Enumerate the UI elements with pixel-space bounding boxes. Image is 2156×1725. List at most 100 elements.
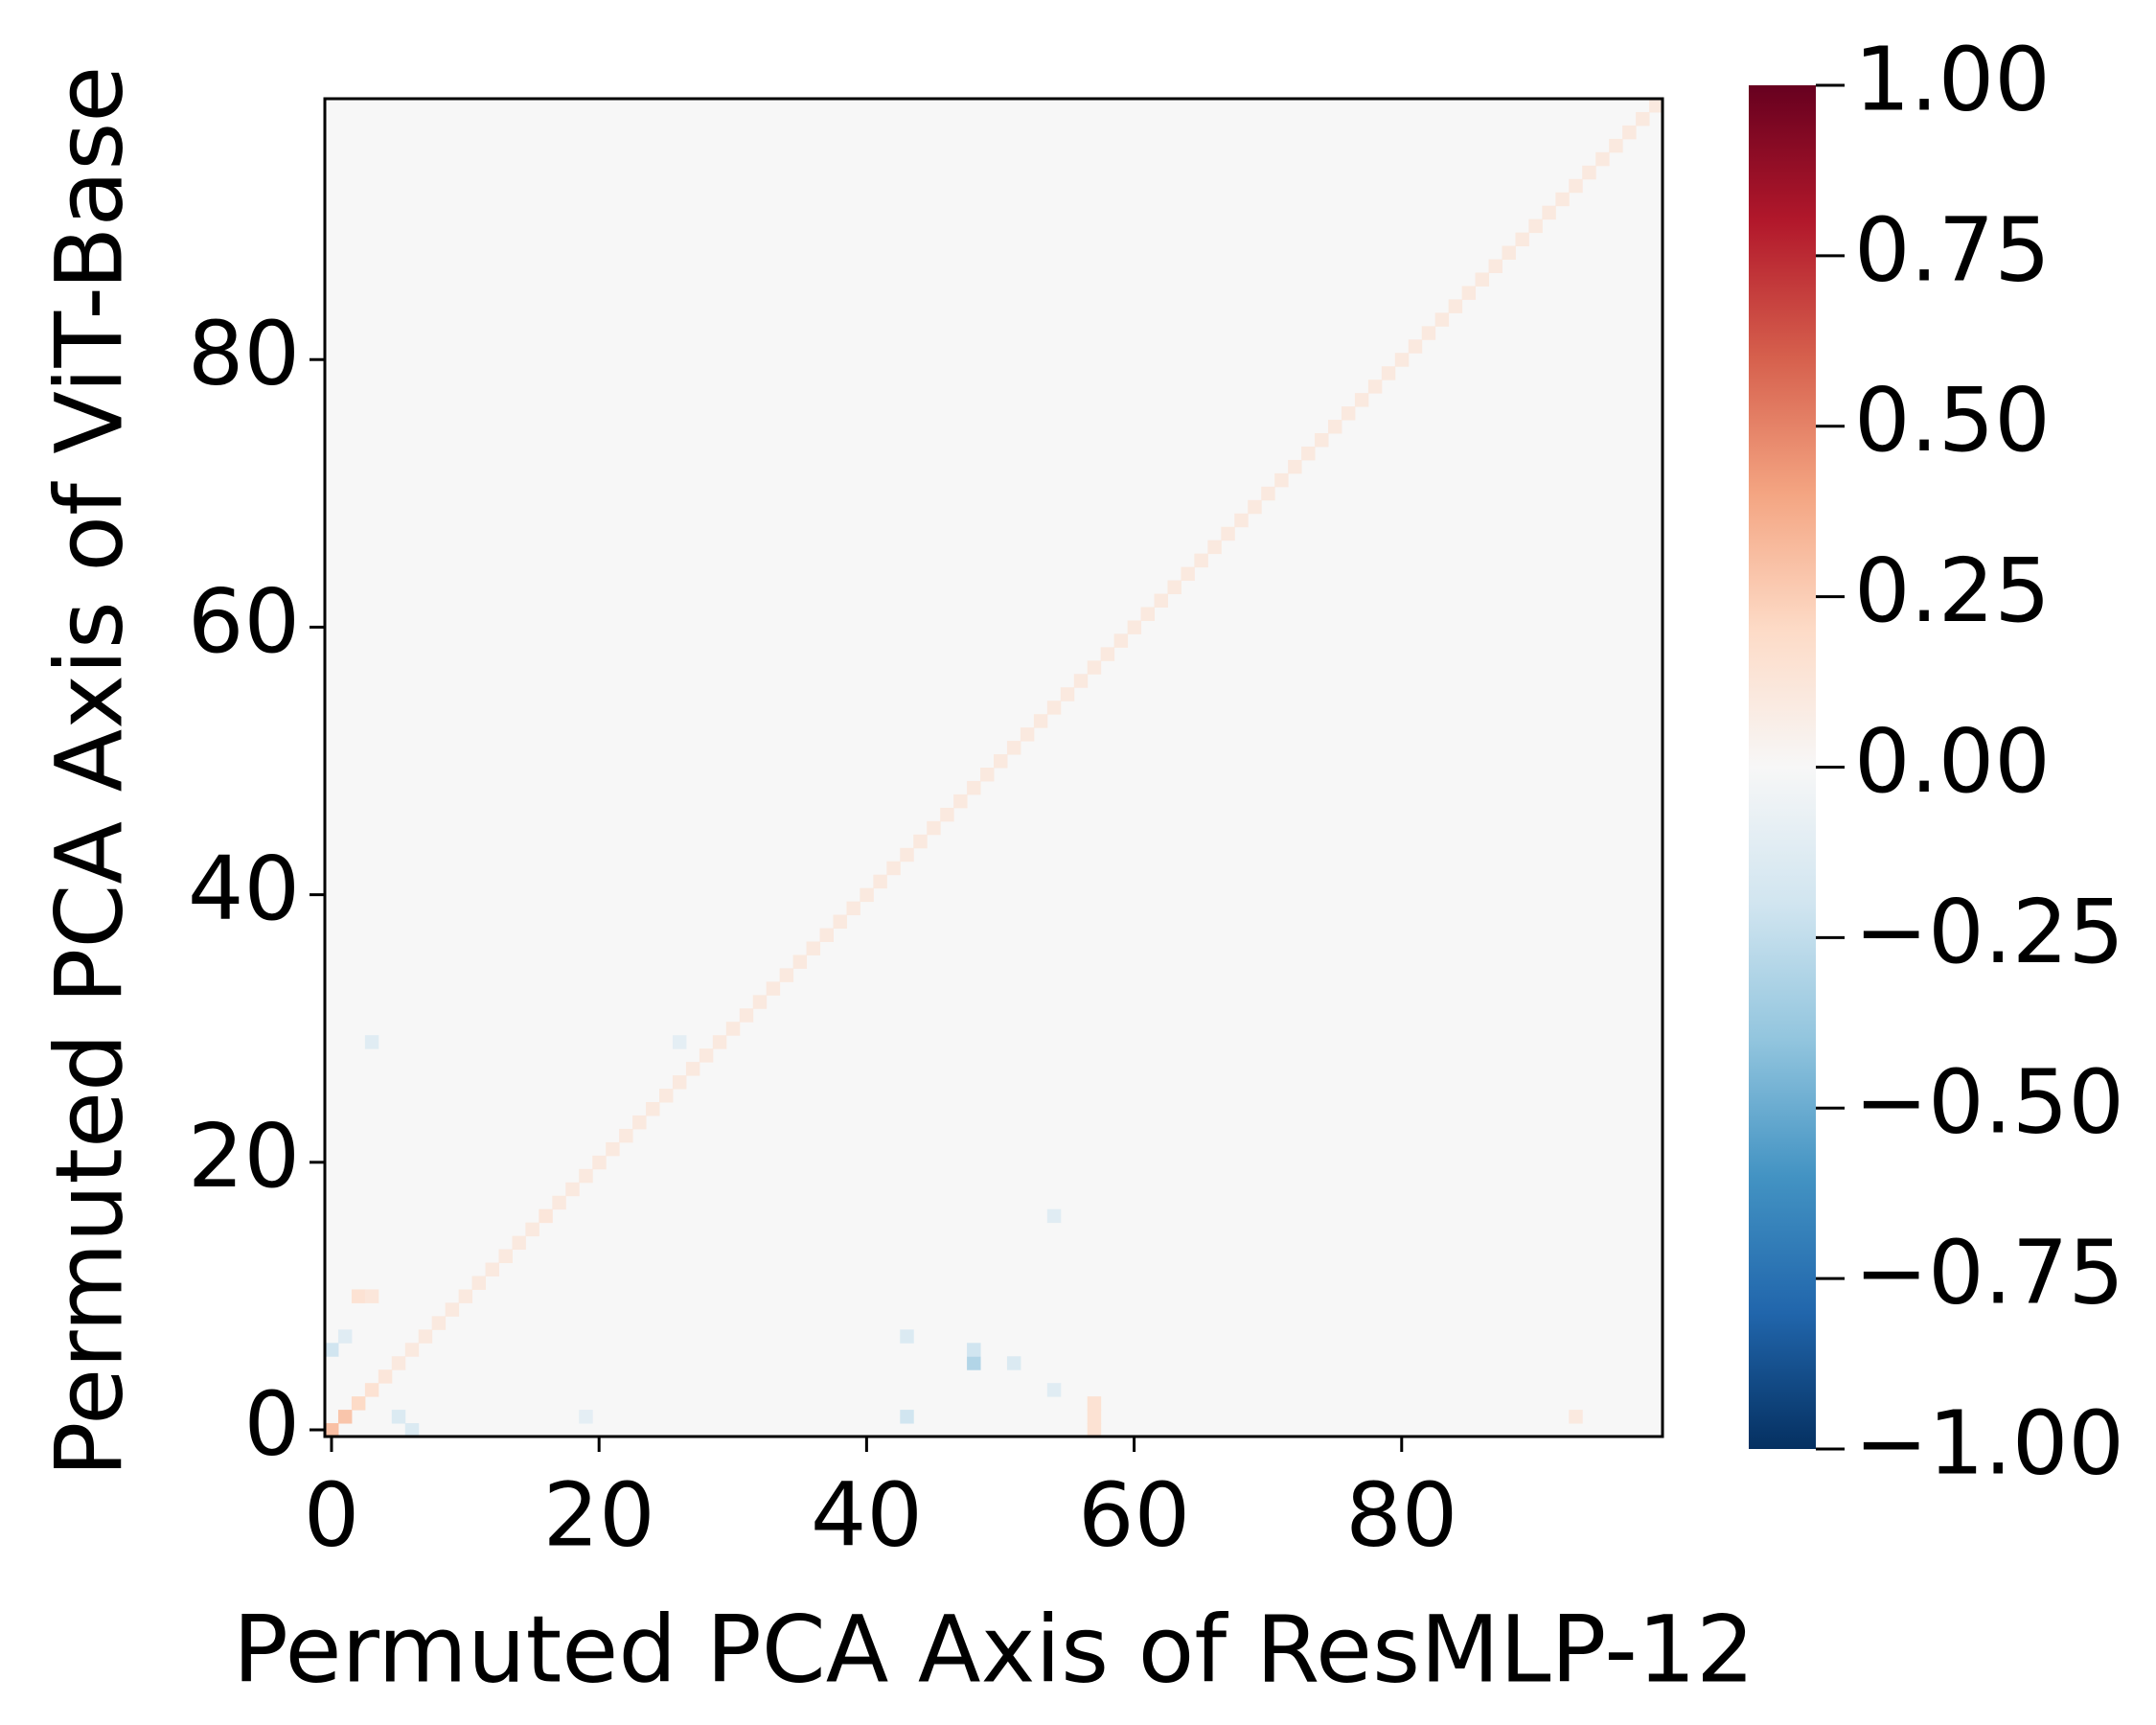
- colorbar-tick-label: 0.00: [1854, 710, 2051, 813]
- heatmap-cell: [1609, 138, 1623, 153]
- heatmap-cell: [364, 1383, 379, 1397]
- heatmap-cell: [1113, 633, 1129, 648]
- heatmap-cell: [364, 1289, 379, 1303]
- heatmap-cell: [1408, 339, 1423, 354]
- heatmap-cell: [1127, 620, 1142, 634]
- heatmap-cell: [940, 807, 954, 822]
- heatmap-cell: [900, 847, 914, 862]
- colorbar-tick-label: −0.75: [1854, 1222, 2124, 1324]
- heatmap-cell: [725, 1022, 741, 1036]
- heatmap-cell: [900, 1410, 914, 1424]
- heatmap-cell: [1315, 433, 1329, 448]
- heatmap-cell: [900, 1329, 914, 1344]
- heatmap-cell: [913, 834, 928, 849]
- heatmap-cell: [1006, 1356, 1021, 1370]
- heatmap-cell: [337, 1329, 353, 1344]
- heatmap-cell: [1328, 420, 1342, 434]
- heatmap-cell: [1221, 526, 1235, 541]
- heatmap-cell: [659, 1089, 674, 1103]
- heatmap-cell: [1434, 312, 1450, 327]
- x-tick-label: 0: [304, 1463, 360, 1566]
- heatmap-cell: [846, 901, 860, 916]
- colorbar-tick-label: 0.25: [1854, 540, 2051, 642]
- heatmap-cell: [1087, 1396, 1102, 1411]
- colorbar-tick-label: −0.50: [1854, 1051, 2124, 1154]
- colorbar-tick-label: −0.25: [1854, 881, 2124, 983]
- y-tick-label: 40: [188, 838, 300, 940]
- heatmap-cell: [1421, 326, 1436, 340]
- colorbar-tick-label: 0.50: [1854, 369, 2051, 472]
- x-axis-label: Permuted PCA Axis of ResMLP-12: [233, 1596, 1755, 1703]
- heatmap-cell: [1248, 499, 1262, 515]
- heatmap-cell: [1542, 205, 1556, 220]
- heatmap-cell: [1261, 486, 1275, 501]
- heatmap-cell: [1234, 513, 1249, 528]
- heatmap-cell: [792, 954, 808, 969]
- heatmap-cell: [485, 1262, 499, 1276]
- heatmap-cell: [1555, 192, 1570, 207]
- heatmap-cell: [953, 794, 968, 809]
- y-tick-label: 80: [188, 303, 300, 405]
- heatmap-cell: [1046, 1208, 1062, 1224]
- heatmap-cell: [1394, 353, 1410, 367]
- heatmap-cell: [699, 1048, 714, 1063]
- heatmap-cell: [1354, 393, 1369, 407]
- heatmap-cell: [646, 1102, 660, 1116]
- heatmap-cell: [927, 820, 941, 836]
- heatmap-cell: [378, 1369, 393, 1384]
- heatmap-cell: [1488, 259, 1502, 273]
- heatmap-cell: [685, 1062, 700, 1076]
- heatmap-cell: [672, 1075, 687, 1090]
- colorbar-tick-label: −1.00: [1854, 1392, 2124, 1494]
- colorbar-tick-label: 1.00: [1854, 28, 2051, 130]
- heatmap-cell: [539, 1208, 553, 1224]
- heatmap-cell: [967, 1343, 981, 1357]
- heatmap-cell: [1073, 674, 1089, 688]
- heatmap-cell: [833, 914, 847, 930]
- heatmap-cell: [325, 1423, 339, 1438]
- heatmap-cell: [418, 1329, 433, 1344]
- heatmap-cell: [431, 1316, 447, 1330]
- heatmap-cell: [779, 968, 794, 982]
- heatmap-cell: [391, 1410, 406, 1424]
- heatmap-cell: [552, 1195, 566, 1210]
- heatmap-cell: [819, 928, 834, 942]
- colorbar-tick-label: 0.75: [1854, 198, 2051, 301]
- heatmap-cell: [458, 1289, 473, 1303]
- heatmap-cell: [325, 1343, 339, 1357]
- heatmap-cell: [1461, 286, 1477, 300]
- heatmap-cell: [1154, 593, 1168, 608]
- heatmap-cell: [1087, 1423, 1102, 1438]
- x-tick-label: 40: [811, 1463, 923, 1566]
- heatmap-cell: [886, 861, 901, 876]
- heatmap-cell: [1288, 459, 1302, 474]
- heatmap-cell: [1087, 660, 1102, 675]
- heatmap-cell: [873, 874, 887, 889]
- heatmap-cell: [619, 1128, 633, 1143]
- heatmap-cell: [1274, 472, 1289, 488]
- heatmap-cell: [1569, 1410, 1583, 1424]
- heatmap-cell: [806, 941, 821, 955]
- heatmap-cell: [1649, 99, 1663, 113]
- heatmap-cell: [980, 768, 995, 782]
- heatmap-cell: [1060, 687, 1075, 702]
- heatmap-cell: [1515, 232, 1529, 247]
- heatmap-cell: [1020, 727, 1035, 742]
- heatmap-cell: [337, 1410, 353, 1424]
- y-tick-label: 60: [188, 570, 300, 673]
- x-tick-label: 60: [1078, 1463, 1190, 1566]
- heatmap-cell: [1167, 580, 1181, 595]
- heatmap-cell: [592, 1155, 607, 1170]
- heatmap-cell: [967, 1356, 981, 1370]
- heatmap-cell: [364, 1035, 379, 1049]
- plot-frame: [323, 97, 1664, 1438]
- heatmap-cell: [498, 1249, 513, 1264]
- heatmap-cell: [1046, 1383, 1062, 1397]
- heatmap-cell: [860, 887, 874, 903]
- heatmap-cell: [1528, 218, 1543, 234]
- y-axis-label: Permuted PCA Axis of ViT-Base: [35, 66, 143, 1478]
- heatmap-cell: [1367, 380, 1383, 394]
- heatmap-cell: [1140, 607, 1156, 621]
- heatmap-cell: [1448, 299, 1463, 313]
- heatmap-cell: [1582, 165, 1596, 180]
